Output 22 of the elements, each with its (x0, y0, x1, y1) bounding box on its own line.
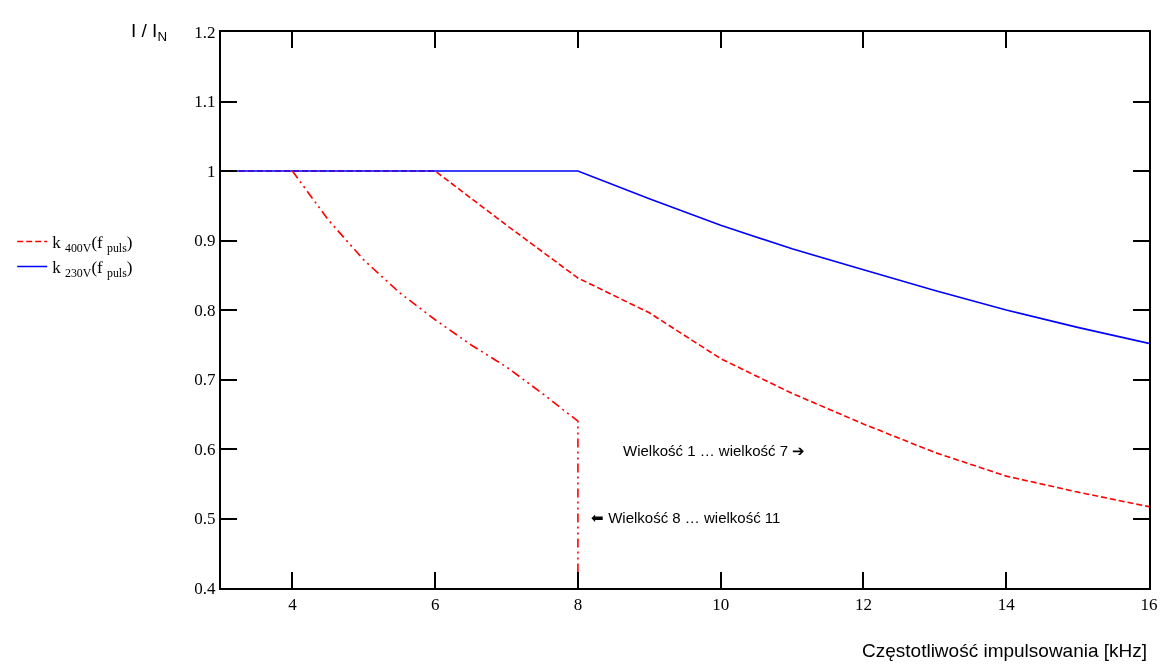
y-tick-label: 1 (207, 161, 216, 181)
x-tick-label: 10 (712, 595, 730, 615)
y-tick-label: 0.7 (194, 370, 217, 390)
y-tick-label: 0.8 (194, 300, 216, 320)
x-tick-label: 12 (854, 595, 872, 615)
x-tick-label: 4 (288, 595, 298, 615)
legend-label: k $_{400V}$(f $_{puls}$) (52, 233, 133, 255)
x-axis-title: Częstotliwość impulsowania [kHz] (862, 640, 1148, 661)
y-tick-label: 0.5 (194, 509, 216, 529)
y-axis-title: I / I$_{N}$ (131, 20, 168, 44)
x-tick-label: 16 (1140, 595, 1158, 615)
x-tick-label: 14 (997, 595, 1016, 615)
x-tick-label: 8 (573, 595, 583, 615)
y-tick-label: 1.1 (194, 92, 216, 112)
legend-label: k $_{230V}$(f $_{puls}$) (52, 258, 133, 280)
x-tick-label: 6 (430, 595, 440, 615)
y-tick-label: 0.4 (194, 578, 217, 598)
y-tick-label: 1.2 (194, 22, 216, 42)
y-tick-label: 0.6 (194, 439, 216, 459)
annotation: ⬅ Wielkość 8 … wielkość 11 (591, 509, 781, 526)
annotation: Wielkość 1 … wielkość 7 ➔ (623, 442, 806, 459)
y-tick-label: 0.9 (194, 231, 216, 251)
